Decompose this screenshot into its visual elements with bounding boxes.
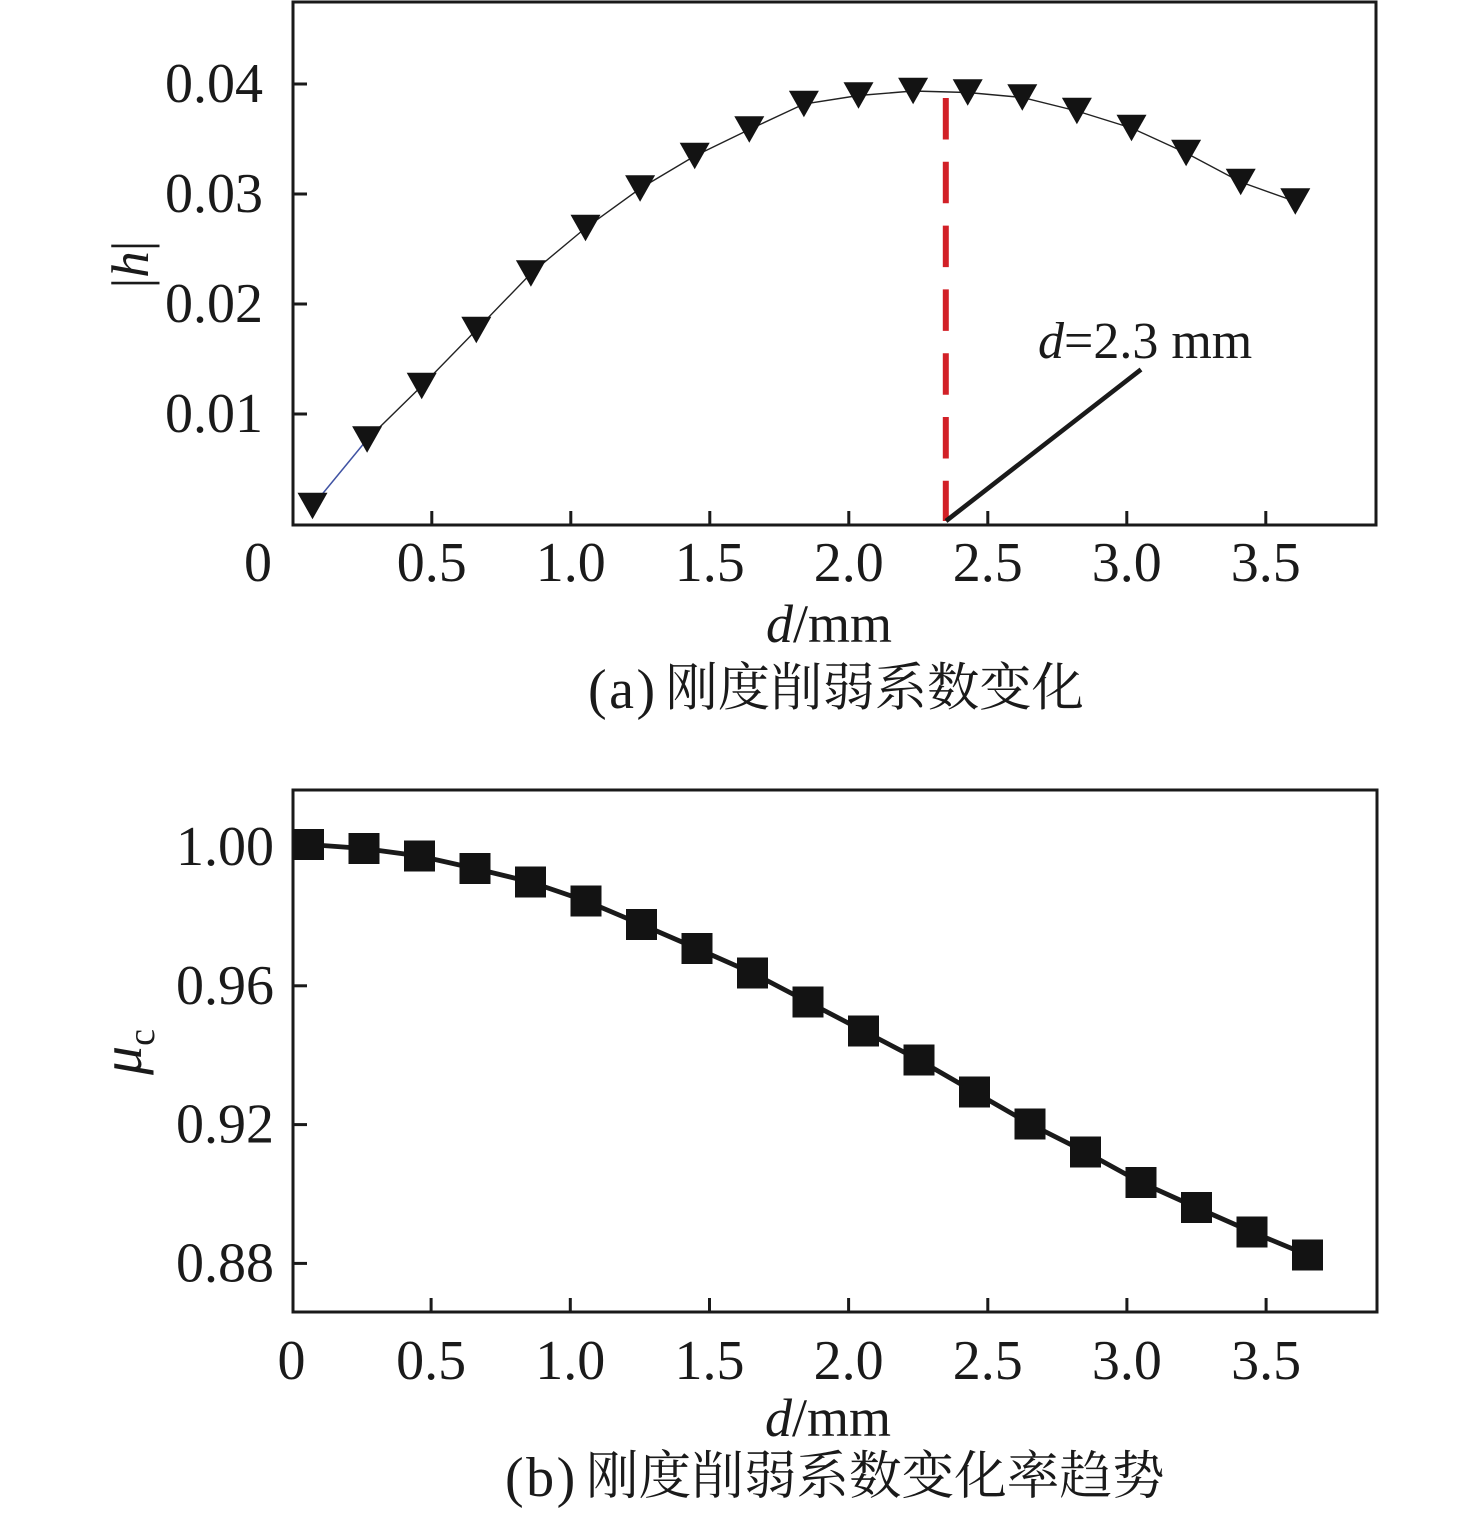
svg-text:0.01: 0.01 xyxy=(165,383,263,445)
svg-text:0.5: 0.5 xyxy=(396,1330,466,1392)
svg-text:0.02: 0.02 xyxy=(165,273,263,335)
svg-text:μc: μc xyxy=(89,1029,163,1076)
svg-text:2.5: 2.5 xyxy=(953,1330,1023,1392)
svg-text:d/mm: d/mm xyxy=(766,594,892,654)
svg-text:0.88: 0.88 xyxy=(176,1232,274,1294)
svg-text:1.5: 1.5 xyxy=(675,532,745,594)
svg-text:3.5: 3.5 xyxy=(1231,1330,1301,1392)
svg-text:2.0: 2.0 xyxy=(814,532,884,594)
svg-text:(a): (a) xyxy=(588,659,658,721)
svg-text:1.5: 1.5 xyxy=(675,1330,745,1392)
svg-text:0.03: 0.03 xyxy=(165,163,263,225)
svg-text:d=2.3 mm: d=2.3 mm xyxy=(1038,313,1252,370)
svg-text:|h|: |h| xyxy=(102,241,160,289)
svg-text:(b): (b) xyxy=(505,1447,578,1509)
svg-text:2.0: 2.0 xyxy=(814,1330,884,1392)
svg-text:0.92: 0.92 xyxy=(176,1094,274,1156)
svg-text:0: 0 xyxy=(244,532,272,594)
svg-text:2.5: 2.5 xyxy=(953,532,1023,594)
svg-text:0.96: 0.96 xyxy=(176,955,274,1017)
svg-text:1.0: 1.0 xyxy=(535,1330,605,1392)
svg-text:3.0: 3.0 xyxy=(1092,1330,1162,1392)
svg-text:3.5: 3.5 xyxy=(1231,532,1301,594)
svg-text:0.04: 0.04 xyxy=(165,53,263,115)
svg-text:1.00: 1.00 xyxy=(176,816,274,878)
svg-text:d/mm: d/mm xyxy=(765,1388,891,1448)
svg-text:1.0: 1.0 xyxy=(536,532,606,594)
svg-text:3.0: 3.0 xyxy=(1092,532,1162,594)
svg-text:0: 0 xyxy=(278,1330,306,1392)
svg-text:0.5: 0.5 xyxy=(397,532,467,594)
